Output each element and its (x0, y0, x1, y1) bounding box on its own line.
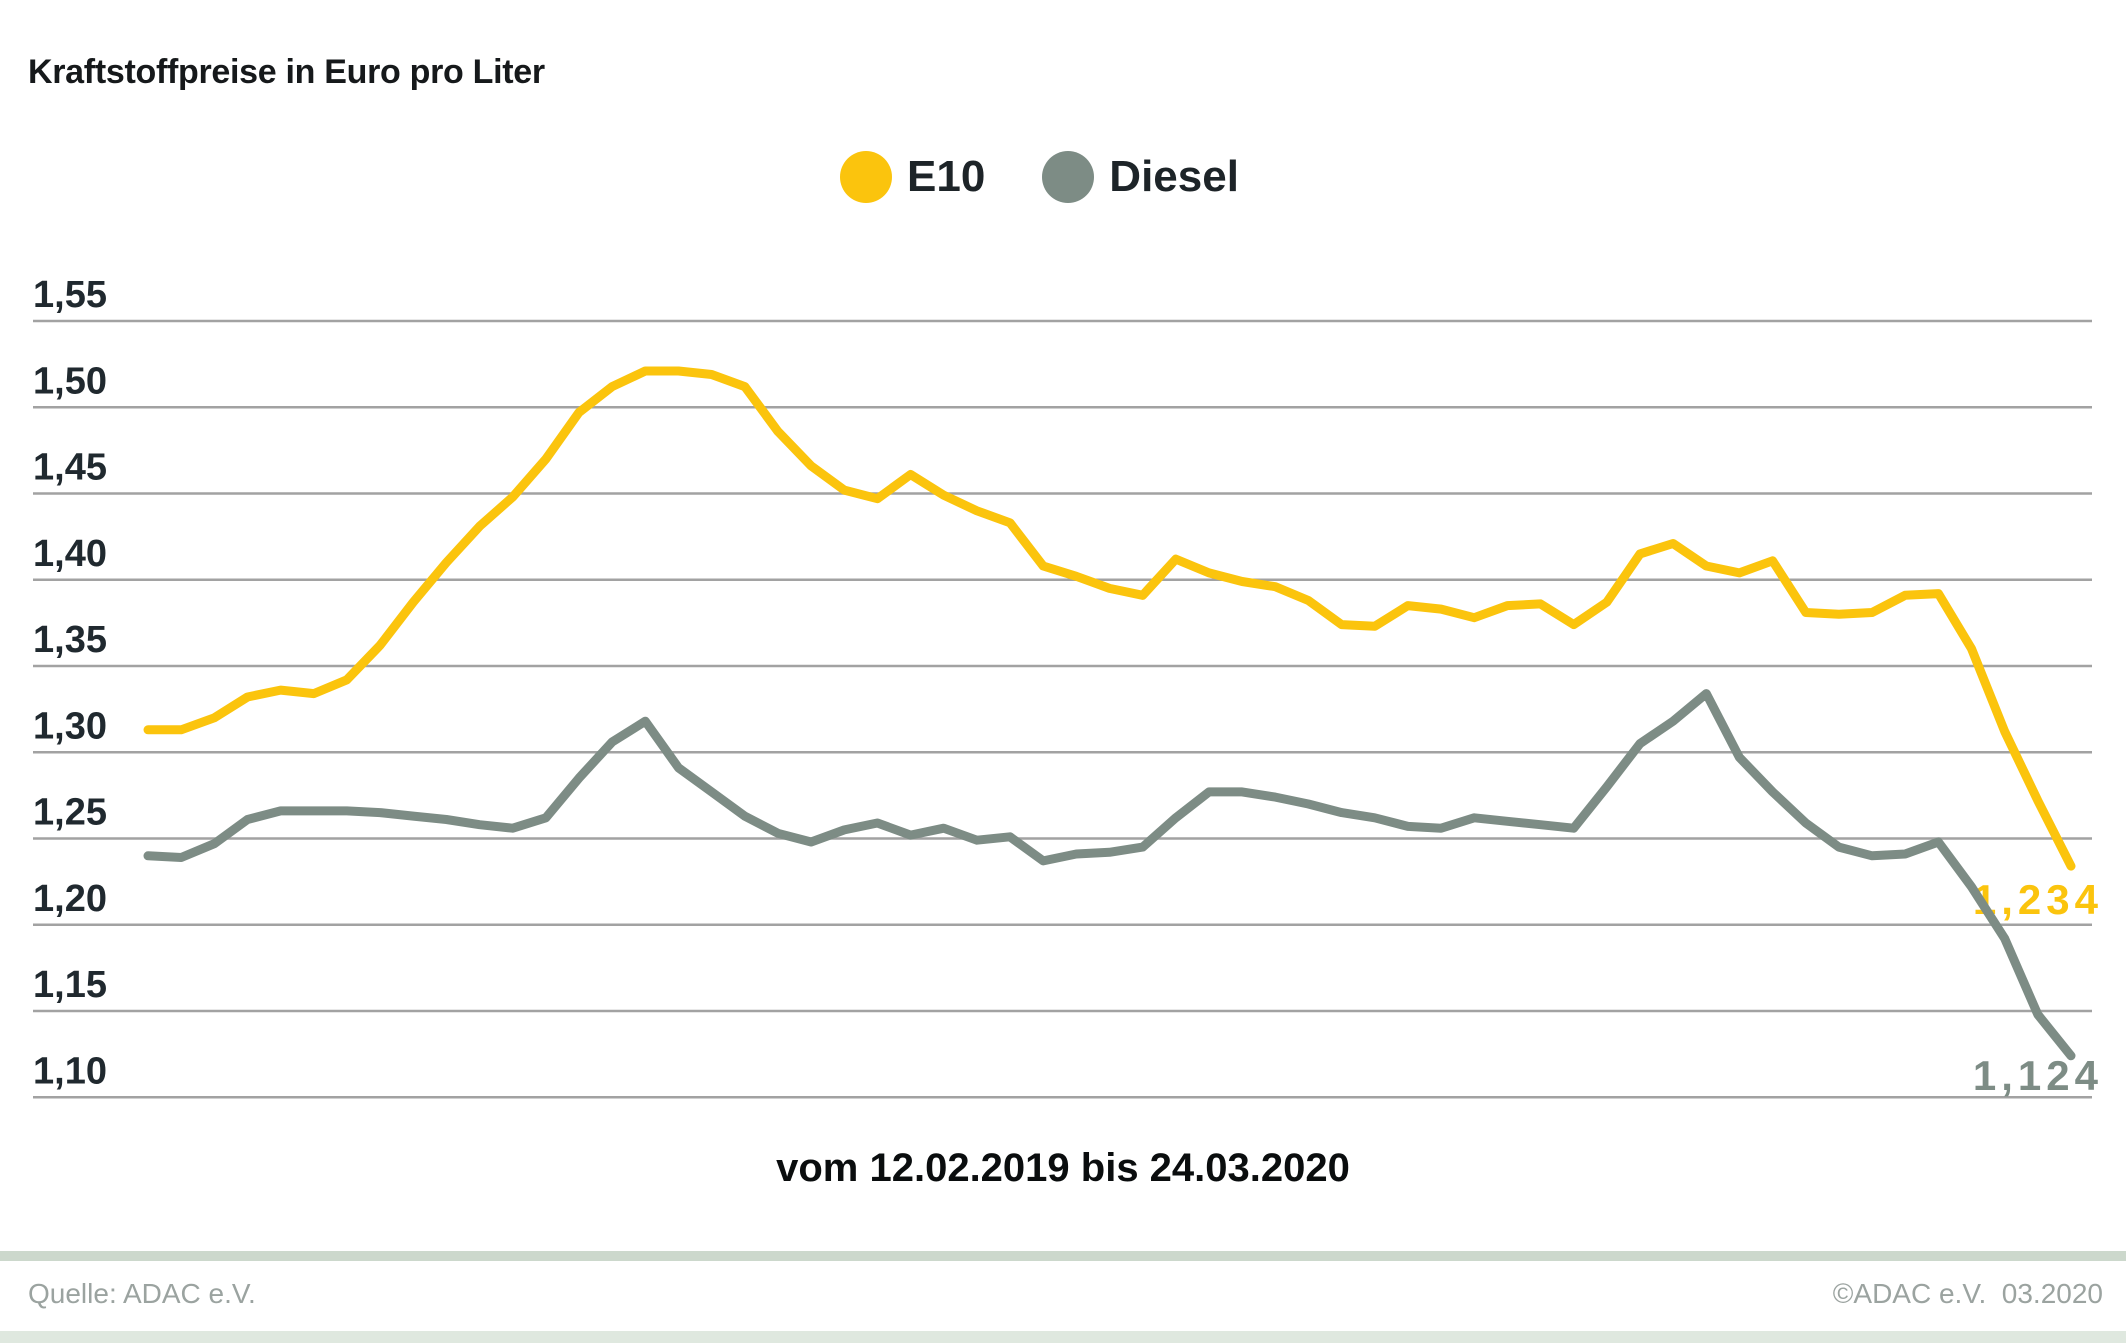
legend-item-diesel: Diesel (1042, 151, 1239, 203)
diesel-line (143, 689, 2076, 1061)
y-tick-label: 1,25 (33, 792, 107, 834)
diesel-legend-label: Diesel (1109, 152, 1239, 201)
y-tick-label: 1,40 (33, 533, 107, 575)
y-tick-label: 1,50 (33, 360, 107, 402)
e10-line (143, 366, 2076, 871)
chart-title: Kraftstoffpreise in Euro pro Liter (28, 52, 545, 91)
legend-item-e10: E10 (840, 151, 985, 203)
bottom-band (0, 1331, 2126, 1343)
source-note: Quelle: ADAC e.V. (28, 1278, 256, 1309)
diesel-legend-dot-icon (1042, 151, 1095, 203)
y-tick-label: 1,35 (33, 619, 107, 661)
diesel-end-value-label: 1,124 (1973, 1052, 2103, 1099)
copyright-note: ©ADAC e.V. 03.2020 (1832, 1278, 2103, 1309)
y-tick-label: 1,30 (33, 705, 107, 747)
e10-legend-dot-icon (840, 151, 892, 203)
chart-legend: E10 Diesel (840, 151, 1239, 203)
footer-divider (0, 1251, 2126, 1261)
y-tick-label: 1,10 (33, 1050, 107, 1092)
y-tick-label: 1,20 (33, 878, 107, 920)
e10-legend-label: E10 (907, 152, 986, 201)
y-tick-label: 1,55 (33, 274, 107, 316)
y-tick-label: 1,45 (33, 447, 107, 489)
x-axis-caption: vom 12.02.2019 bis 24.03.2020 (776, 1146, 1350, 1190)
y-tick-label: 1,15 (33, 964, 107, 1006)
